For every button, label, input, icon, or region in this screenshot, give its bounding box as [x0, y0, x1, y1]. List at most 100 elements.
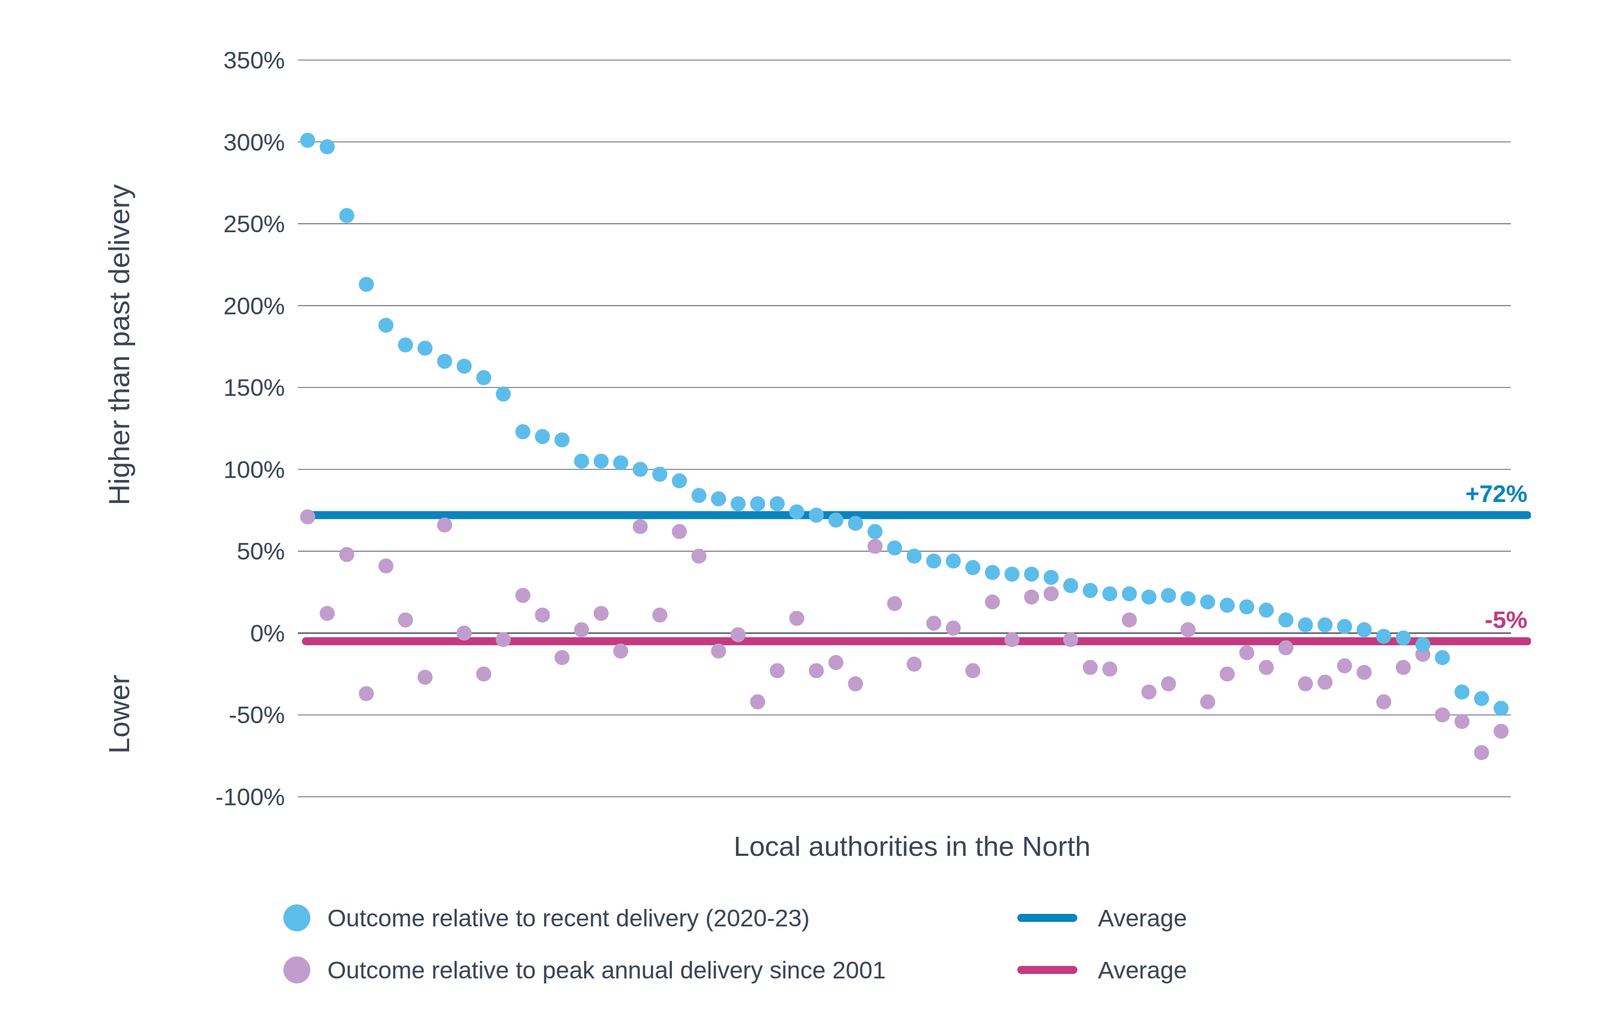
point: [906, 548, 922, 564]
point: [809, 663, 825, 679]
point: [1298, 676, 1314, 692]
point: [1395, 630, 1411, 646]
point: [339, 208, 355, 224]
point: [1239, 599, 1255, 615]
grid-line: [297, 141, 1511, 143]
legend-label: Outcome relative to recent delivery (202…: [327, 905, 810, 932]
point: [1376, 628, 1392, 644]
point: [867, 524, 883, 540]
point: [476, 370, 492, 386]
point: [1063, 632, 1079, 648]
point: [554, 432, 570, 448]
grid-line: [297, 223, 1511, 225]
point: [535, 607, 551, 623]
point: [1278, 612, 1294, 628]
point: [495, 386, 511, 402]
point: [1004, 632, 1020, 648]
point: [456, 625, 472, 641]
average-label: +72%: [1465, 480, 1528, 508]
point: [965, 663, 981, 679]
point: [1473, 691, 1489, 707]
point: [749, 496, 765, 512]
point: [593, 606, 609, 622]
grid-line: [297, 386, 1511, 388]
point: [769, 663, 785, 679]
point: [397, 612, 414, 628]
point: [809, 507, 825, 523]
point: [515, 424, 531, 440]
point: [1180, 591, 1196, 607]
point: [1141, 589, 1157, 605]
point: [1376, 694, 1392, 710]
point: [358, 276, 374, 292]
point: [613, 643, 629, 659]
point: [652, 607, 668, 623]
point: [1239, 645, 1255, 661]
y-tick-label: 150%: [223, 374, 285, 402]
legend-label: Average: [1097, 905, 1187, 932]
grid-line: [297, 714, 1511, 716]
point: [1082, 583, 1098, 599]
point: [652, 467, 668, 483]
point: [515, 588, 531, 604]
average-label: -5%: [1484, 606, 1528, 634]
point: [1102, 586, 1118, 602]
point: [671, 524, 687, 540]
point: [1121, 612, 1137, 628]
y-tick-label: -50%: [228, 701, 285, 729]
point: [789, 610, 805, 626]
point: [1434, 707, 1450, 723]
point: [710, 643, 726, 659]
point: [1337, 658, 1353, 674]
point: [1356, 664, 1372, 680]
point: [1356, 622, 1372, 638]
point: [887, 596, 903, 612]
legend-line: [1021, 966, 1074, 975]
y-tick-label: 350%: [223, 47, 285, 74]
point: [378, 317, 394, 333]
point: [300, 509, 316, 525]
point: [300, 132, 316, 148]
point: [1160, 588, 1176, 604]
point: [926, 615, 942, 631]
point: [749, 694, 765, 710]
average-line: [305, 637, 1528, 646]
point: [887, 540, 903, 556]
grid-line: [297, 796, 1511, 798]
point: [1434, 650, 1450, 666]
point: [535, 429, 551, 445]
plot-area: [300, 132, 1528, 760]
point: [1395, 660, 1411, 676]
legend-marker: [283, 904, 311, 932]
point: [1200, 694, 1216, 710]
point: [378, 558, 394, 574]
point: [1454, 714, 1470, 730]
point: [319, 139, 335, 155]
point: [945, 620, 961, 636]
point: [1278, 640, 1294, 656]
point: [867, 539, 883, 555]
point: [1454, 684, 1470, 700]
point: [984, 594, 1000, 610]
grid-line: [297, 551, 1511, 553]
point: [1004, 566, 1020, 582]
point: [984, 565, 1000, 581]
point: [339, 547, 355, 563]
y-tick-label: -100%: [215, 783, 285, 811]
point: [417, 340, 433, 356]
point: [1258, 660, 1274, 676]
point: [1102, 661, 1118, 677]
point: [1082, 660, 1098, 676]
legend-label: Average: [1097, 957, 1187, 984]
point: [1200, 594, 1216, 610]
y-tick-label: 0%: [250, 620, 285, 647]
point: [1180, 622, 1196, 638]
point: [1024, 589, 1040, 605]
point: [1337, 619, 1353, 635]
y-tick-label: 200%: [223, 292, 285, 320]
grid-line: [297, 469, 1511, 471]
point: [828, 512, 844, 528]
point: [476, 666, 492, 682]
point: [495, 632, 511, 648]
point: [1415, 637, 1431, 653]
